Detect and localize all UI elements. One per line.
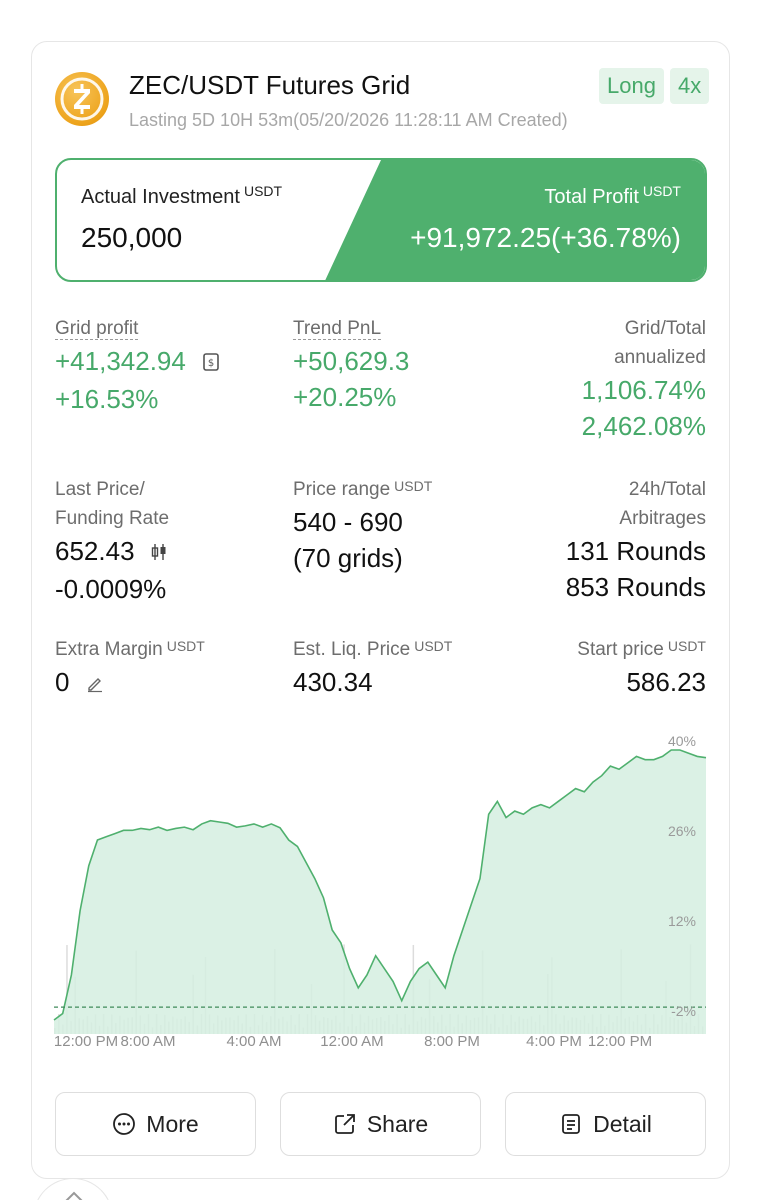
annualized-stat: Grid/Total annualized 1,106.74% 2,462.08… [582,314,706,444]
last-price-stat: Last Price/ Funding Rate 652.43 -0.0009% [55,475,169,607]
total-annualized-value: 2,462.08% [581,411,706,441]
arbitrages-total-value: 853 Rounds [565,572,706,602]
total-profit-label: Total Profit USDT [544,183,681,208]
zec-coin-icon [55,72,109,126]
investment-profit-panel: Actual Investment USDT 250,000 Total Prof… [55,158,707,282]
start-price-value: 586.23 [626,667,706,697]
share-button[interactable]: Share [280,1092,481,1156]
investment-value: 250,000 [81,222,183,253]
annualized-label-1: Grid/Total [624,318,706,339]
total-profit-value: +91,972.25(+36.78%) [410,222,681,253]
arbitrages-label-2: Arbitrages [619,508,706,529]
trend-pnl-stat[interactable]: Trend PnL +50,629.3 +20.25% [293,314,409,415]
pnl-line [53,749,707,1021]
grid-profit-value: +41,342.94 $ [55,343,221,381]
price-range-value: 540 - 690 [293,507,403,537]
direction-badge: Long [599,68,664,104]
candlestick-icon[interactable] [150,535,168,571]
more-icon [113,1113,136,1135]
x-tick-label: 8:00 AM [120,1033,175,1050]
y-tick-label: -2% [671,1003,696,1019]
trend-pnl-pct: +20.25% [293,382,397,412]
bot-duration: Lasting 5D 10H 53m(05/20/2026 11:28:11 A… [129,110,568,130]
extra-margin-stat: Extra Margin USDT 0 [55,635,205,702]
grid-count: (70 grids) [293,543,403,573]
liq-price-label: Est. Liq. Price USDT [293,638,453,660]
grid-profit-label[interactable]: Grid profit [55,318,139,340]
start-price-stat: Start price USDT 586.23 [577,635,706,700]
trend-pnl-label[interactable]: Trend PnL [293,318,382,340]
futures-grid-card: ZEC/USDT Futures Grid Lasting 5D 10H 53m… [31,41,730,1179]
scroll-up-tab[interactable] [33,1178,113,1200]
liq-price-value: 430.34 [293,667,373,697]
liq-price-stat: Est. Liq. Price USDT 430.34 [293,635,452,700]
y-tick-label: 40% [668,733,696,749]
last-price-label-2: Funding Rate [55,508,170,529]
x-tick-label: 12:00 AM [320,1033,383,1050]
more-label: More [146,1110,199,1137]
investment-label: Actual Investment USDT [81,183,283,208]
x-tick-label: 12:00 PM [588,1033,652,1050]
pnl-chart[interactable]: 40%26%12%-2%12:00 PM 8:00 AM 4:00 AM 12:00 … [50,730,710,1050]
price-range-stat: Price range USDT 540 - 690 (70 grids) [293,475,432,576]
x-tick-label: 4:00 AM [226,1033,281,1050]
extra-margin-label: Extra Margin USDT [55,638,205,660]
profit-highlight [325,160,705,280]
annualized-label-2: annualized [614,347,706,368]
svg-text:$: $ [208,358,214,369]
y-tick-label: 12% [668,913,696,929]
more-button[interactable]: More [55,1092,256,1156]
bot-title: ZEC/USDT Futures Grid [129,70,411,100]
start-price-label: Start price USDT [577,638,706,660]
last-price-label-1: Last Price/ [55,479,145,500]
trend-pnl-value: +50,629.3 [293,346,410,376]
arbitrages-label-1: 24h/Total [628,479,706,500]
extra-margin-value: 0 [55,664,205,702]
grid-profit-pct: +16.53% [55,384,159,415]
x-tick-label: 12:00 PM [54,1033,118,1050]
edit-icon[interactable] [85,666,105,702]
arbitrages-stat: 24h/Total Arbitrages 131 Rounds 853 Roun… [566,475,706,605]
grid-profit-stat[interactable]: Grid profit +41,342.94 $ +16.53% [55,314,221,417]
funding-rate-value: -0.0009% [55,574,167,605]
volume-bar [66,945,68,1034]
share-label: Share [366,1110,429,1137]
x-tick-label: 8:00 PM [424,1033,480,1050]
grid-annualized-value: 1,106.74% [581,375,706,405]
x-tick-label: 4:00 PM [526,1033,582,1050]
chevron-up-icon [65,1191,83,1200]
detail-button[interactable]: Detail [505,1092,706,1156]
y-tick-label: 26% [668,823,696,839]
leverage-badge: 4x [670,68,710,104]
last-price-value: 652.43 [55,533,169,571]
detail-label: Detail [593,1110,652,1137]
share-icon [334,1114,355,1134]
receipt-icon[interactable]: $ [201,345,221,381]
detail-icon [562,1114,580,1134]
price-range-label: Price range USDT [293,478,433,500]
pnl-area [54,750,706,1034]
arbitrages-24h-value: 131 Rounds [565,536,706,566]
